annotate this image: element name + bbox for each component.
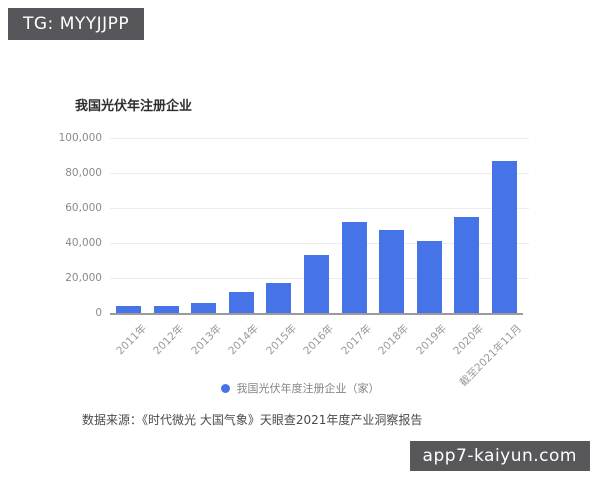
y-axis-tick-label: 40,000 [65,237,102,249]
bar [116,306,142,313]
x-axis-tick-label: 2012年 [151,322,187,358]
bar-chart-plot: 0 20,000 40,000 60,000 80,000 100,000 2011年 201… [59,132,529,389]
bar [379,229,405,313]
bar [191,302,217,313]
gridline [110,173,529,174]
y-axis-tick-label: 100,000 [58,132,102,144]
x-axis-tick-label: 2015年 [264,322,299,358]
chart-legend: 我国光伏年度注册企业（家） [0,380,600,396]
legend-marker-icon [220,383,230,393]
gridline [110,243,529,244]
chart-title: 我国光伏年注册企业 [75,99,193,114]
bar [304,255,329,313]
x-axis-tick-label: 2016年 [301,322,337,358]
data-source-note: 数据来源：《时代微光 大国气象》天眼查2021年度产业洞察报告 [82,413,423,427]
y-axis-tick-label: 20,000 [65,272,102,284]
x-axis-tick-label: 2019年 [414,322,450,358]
bar [228,292,254,313]
x-axis-tick-label: 2018年 [376,322,412,358]
gridline [110,138,529,139]
x-axis-tick-label: 2017年 [339,322,374,358]
bar [416,241,442,313]
watermark-badge-bottom: app7-kaiyun.com [409,441,590,471]
y-axis-tick-label: 60,000 [65,202,102,214]
x-axis-tick-label: 2014年 [226,322,262,358]
bar [341,222,367,313]
bar [266,282,292,313]
bar [153,306,179,313]
legend-label: 我国光伏年度注册企业（家） [236,382,380,395]
x-axis-tick-label: 2013年 [188,322,224,358]
bar [491,160,517,313]
watermark-badge-top: TG: MYYJJPP [8,8,145,40]
bar [454,217,480,313]
y-axis-tick-label: 80,000 [65,167,102,179]
x-axis-tick-label: 2011年 [113,322,149,358]
gridline [110,208,529,209]
y-axis-tick-label: 0 [95,307,102,319]
